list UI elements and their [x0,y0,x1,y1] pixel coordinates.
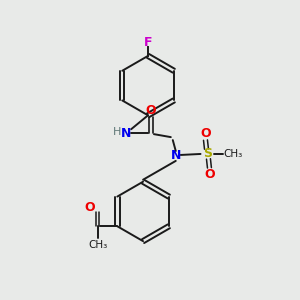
Text: O: O [146,104,156,117]
Text: H: H [113,127,122,137]
Text: CH₃: CH₃ [224,149,243,159]
Text: N: N [171,149,181,162]
Text: F: F [144,35,152,49]
Text: CH₃: CH₃ [88,240,107,250]
Text: O: O [204,168,215,181]
Text: O: O [200,127,211,140]
Text: S: S [203,148,212,160]
Text: N: N [121,127,131,140]
Text: O: O [84,201,95,214]
